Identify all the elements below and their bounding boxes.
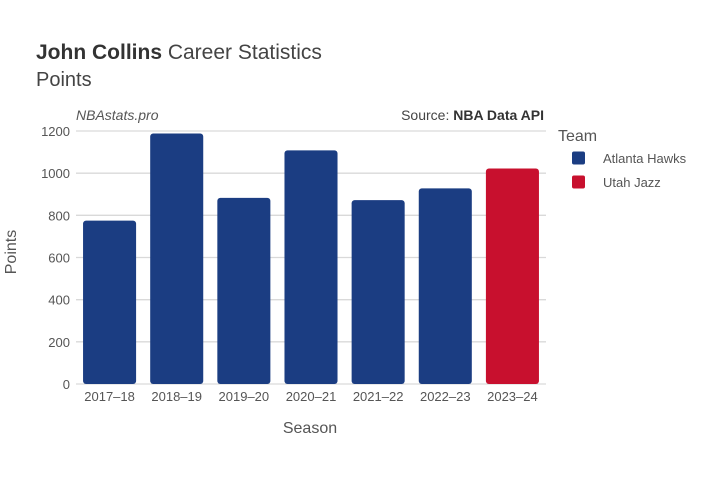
bar [150, 133, 204, 384]
y-tick-label: 0 [63, 377, 70, 392]
chart-title-player: John Collins [36, 41, 162, 64]
legend-title: Team [558, 128, 597, 145]
x-tick-label: 2020–21 [286, 389, 337, 404]
chart-subtitle: Points [36, 69, 92, 91]
x-tick-label: 2023–24 [487, 389, 538, 404]
legend-swatch [572, 151, 585, 165]
bar [217, 197, 271, 384]
legend: Team Atlanta Hawks Utah Jazz [558, 128, 687, 190]
chart-title: John Collins Career Statistics [36, 41, 322, 64]
legend-swatch [572, 175, 585, 189]
bar-layer [83, 133, 539, 384]
bar [485, 168, 539, 384]
source-prefix: Source: [401, 107, 453, 123]
x-tick-label: 2018–19 [151, 389, 202, 404]
bar [284, 150, 338, 384]
x-axis-ticks: 2017–18 2018–19 2019–20 2020–21 2021–22 2022–… [84, 389, 537, 404]
x-tick-label: 2021–22 [353, 389, 404, 404]
chart-title-rest: Career Statistics [162, 41, 322, 64]
legend-items: Atlanta Hawks Utah Jazz [572, 151, 687, 190]
legend-label: Atlanta Hawks [603, 151, 687, 166]
bar [418, 188, 472, 384]
watermark: NBAstats.pro [76, 107, 159, 123]
y-tick-label: 400 [48, 293, 70, 308]
x-tick-label: 2019–20 [219, 389, 270, 404]
y-tick-label: 1000 [41, 166, 70, 181]
y-tick-label: 200 [48, 335, 70, 350]
y-axis-ticks: 0 200 400 600 800 1000 1200 [41, 124, 70, 392]
source-name: NBA Data API [453, 107, 544, 123]
y-tick-label: 800 [48, 208, 70, 223]
x-axis-title: Season [283, 420, 337, 437]
source-note: Source: NBA Data API [401, 107, 544, 123]
x-tick-label: 2022–23 [420, 389, 471, 404]
y-tick-label: 1200 [41, 124, 70, 139]
bar [351, 200, 405, 384]
legend-label: Utah Jazz [603, 175, 661, 190]
y-tick-label: 600 [48, 251, 70, 266]
x-tick-label: 2017–18 [84, 389, 135, 404]
bar [83, 220, 137, 384]
y-axis-title: Points [3, 230, 20, 274]
